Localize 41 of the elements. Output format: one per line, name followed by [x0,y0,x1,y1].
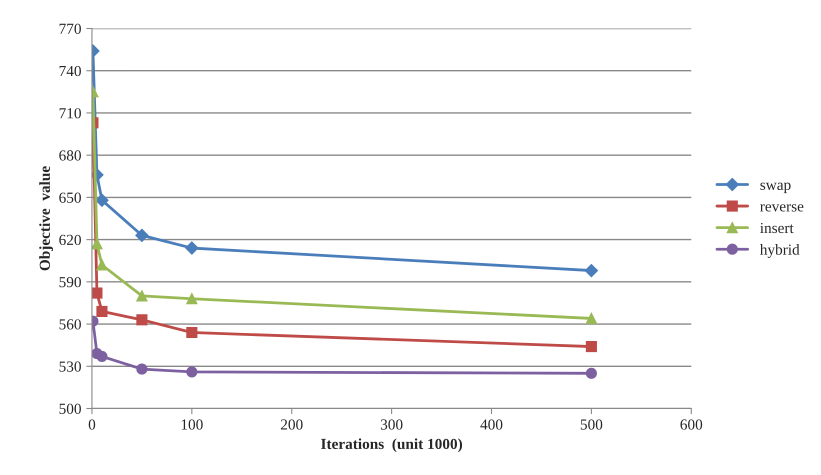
point [136,364,148,375]
point [96,306,108,317]
x-tick-label: 200 [280,419,303,430]
legend-label: reverse [760,204,804,212]
point [586,312,597,324]
y-tick-label: 770 [60,24,81,34]
y-tick-label: 680 [59,150,81,161]
y-tick-label: 560 [60,319,81,330]
x-axis-title: Iterations (unit 1000) [321,438,462,452]
point [96,259,108,270]
point [586,341,597,352]
legend-label: swap [760,182,791,194]
point [92,288,103,299]
y-tick-label: 500 [60,404,81,414]
point [584,264,598,278]
point [135,228,148,242]
point [95,194,109,207]
legend-label: insert [760,222,794,234]
y-tick-label: 650 [59,192,81,203]
x-tick-label: 600 [680,419,702,430]
point [586,368,597,379]
y-tick-label: 590 [60,276,81,288]
y-tick-label: 710 [60,108,81,118]
y-tick-label: 530 [60,361,81,372]
x-tick-label: 0 [88,419,96,430]
point [186,326,198,338]
point [136,314,148,326]
point [92,238,103,250]
x-tick-label: 400 [480,419,502,430]
point [186,293,198,304]
point [186,366,198,378]
legend-label: hybrid [760,244,800,258]
point [185,241,198,255]
point [96,350,108,362]
y-axis-title: Objective value [39,166,54,270]
x-tick-label: 500 [580,419,602,430]
y-tick-label: 740 [60,66,81,76]
point [136,290,148,302]
x-tick-label: 300 [380,419,402,430]
y-tick-label: 620 [59,234,81,246]
x-tick-label: 100 [182,419,203,430]
